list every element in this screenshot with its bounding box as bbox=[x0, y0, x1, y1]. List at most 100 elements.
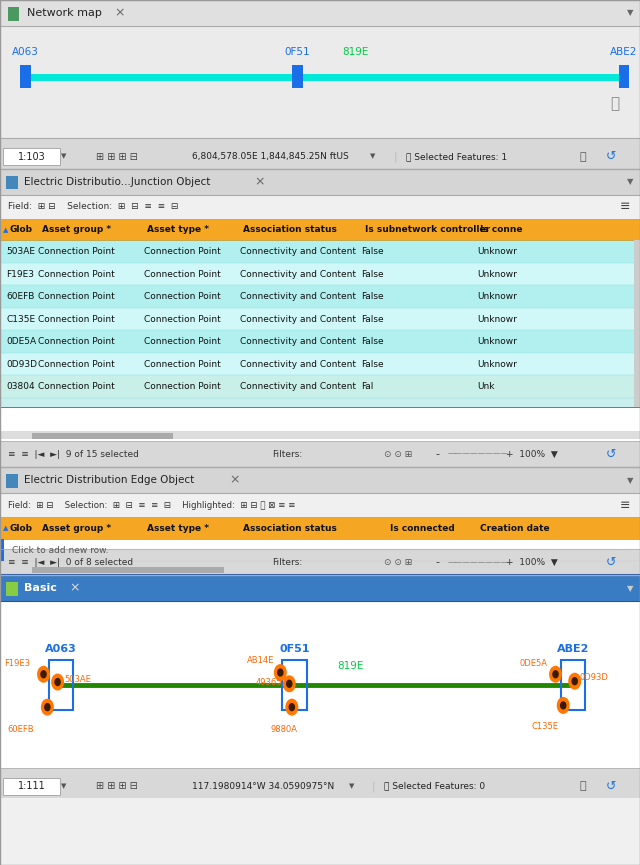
Bar bbox=[0, 493, 640, 517]
Text: 🔍 Selected Features: 0: 🔍 Selected Features: 0 bbox=[384, 782, 485, 791]
Circle shape bbox=[52, 675, 63, 690]
Text: Connection Point: Connection Point bbox=[38, 360, 115, 368]
Text: 503AE: 503AE bbox=[6, 247, 35, 256]
Text: ⊙ ⊙ ⊞: ⊙ ⊙ ⊞ bbox=[384, 450, 412, 458]
Bar bbox=[0, 240, 640, 263]
Text: 0D93D: 0D93D bbox=[6, 360, 37, 368]
Text: Creation date: Creation date bbox=[480, 523, 550, 533]
Text: ⊞ ⊞ ⊞ ⊟: ⊞ ⊞ ⊞ ⊟ bbox=[96, 781, 138, 791]
Text: ▼: ▼ bbox=[627, 9, 634, 17]
Bar bbox=[0, 0, 640, 26]
Circle shape bbox=[275, 664, 286, 680]
Text: Connectivity and Content: Connectivity and Content bbox=[240, 337, 356, 346]
Bar bbox=[0, 467, 640, 493]
Text: False: False bbox=[362, 315, 384, 324]
Text: 6,804,578.05E 1,844,845.25N ftUS: 6,804,578.05E 1,844,845.25N ftUS bbox=[192, 152, 349, 161]
Bar bbox=[0, 441, 640, 467]
Circle shape bbox=[55, 678, 60, 685]
Text: ABE2: ABE2 bbox=[611, 48, 637, 57]
Text: Click to add new row.: Click to add new row. bbox=[12, 546, 108, 554]
Text: ×: × bbox=[114, 6, 124, 20]
Bar bbox=[0, 263, 640, 285]
Text: A063: A063 bbox=[45, 644, 77, 654]
Bar bbox=[0, 353, 640, 375]
Text: F19E3: F19E3 bbox=[6, 270, 35, 279]
Text: Asset type *: Asset type * bbox=[147, 523, 209, 533]
Bar bbox=[561, 660, 585, 709]
Circle shape bbox=[572, 678, 577, 685]
Bar bbox=[0, 195, 640, 219]
Bar bbox=[0, 549, 640, 575]
Text: AB14E: AB14E bbox=[247, 656, 275, 665]
Text: ≡: ≡ bbox=[620, 200, 630, 214]
Circle shape bbox=[289, 704, 294, 711]
Text: ⏸: ⏸ bbox=[579, 151, 586, 162]
Text: ↺: ↺ bbox=[606, 447, 616, 461]
Text: Unk: Unk bbox=[477, 382, 494, 391]
Bar bbox=[292, 65, 303, 87]
Bar bbox=[0, 0, 640, 169]
Text: A063: A063 bbox=[12, 48, 39, 57]
Bar bbox=[0, 219, 640, 240]
Text: Unknowr: Unknowr bbox=[477, 337, 516, 346]
Text: Connection Point: Connection Point bbox=[38, 337, 115, 346]
Text: Connection Point: Connection Point bbox=[144, 315, 221, 324]
Text: |: | bbox=[394, 151, 397, 162]
Text: Is conne: Is conne bbox=[480, 225, 522, 234]
Text: ×: × bbox=[69, 581, 79, 595]
Text: ▼: ▼ bbox=[627, 584, 634, 593]
Text: False: False bbox=[362, 270, 384, 279]
Bar bbox=[3, 148, 60, 165]
Text: False: False bbox=[362, 292, 384, 301]
Text: Basic: Basic bbox=[24, 583, 57, 593]
Text: Asset group *: Asset group * bbox=[42, 523, 111, 533]
Text: Connection Point: Connection Point bbox=[144, 382, 221, 391]
Text: ×: × bbox=[229, 473, 239, 487]
Circle shape bbox=[287, 680, 292, 687]
Text: 503AE: 503AE bbox=[64, 675, 91, 684]
Text: Connectivity and Content: Connectivity and Content bbox=[240, 315, 356, 324]
Bar bbox=[0, 375, 640, 398]
Bar bbox=[0, 138, 640, 169]
Text: Association status: Association status bbox=[243, 225, 337, 234]
Text: ▲: ▲ bbox=[3, 227, 8, 233]
Text: Connection Point: Connection Point bbox=[144, 292, 221, 301]
Bar bbox=[0, 169, 640, 467]
Text: ⊙ ⊙ ⊞: ⊙ ⊙ ⊞ bbox=[384, 558, 412, 567]
Circle shape bbox=[284, 676, 295, 692]
Circle shape bbox=[45, 704, 50, 711]
Bar bbox=[0, 398, 640, 407]
Bar bbox=[0, 575, 640, 798]
Text: Connection Point: Connection Point bbox=[144, 360, 221, 368]
Text: 🔍 Selected Features: 1: 🔍 Selected Features: 1 bbox=[406, 152, 508, 161]
Bar bbox=[6, 176, 18, 189]
Text: ABE2: ABE2 bbox=[557, 644, 589, 654]
Text: -: - bbox=[435, 449, 439, 459]
Circle shape bbox=[41, 671, 46, 678]
Text: Field:  ⊞ ⊟    Selection:  ⊞  ⊟  ≡  ≡  ⊟    Highlighted:  ⊞ ⊟ 🔍 ⊠ ≡ ≡: Field: ⊞ ⊟ Selection: ⊞ ⊟ ≡ ≡ ⊟ Highligh… bbox=[8, 501, 295, 509]
Bar bbox=[0, 566, 640, 574]
Bar bbox=[6, 582, 18, 596]
Text: ×: × bbox=[255, 175, 265, 189]
Bar bbox=[3, 778, 60, 795]
Text: Connectivity and Content: Connectivity and Content bbox=[240, 270, 356, 279]
Text: ▲: ▲ bbox=[3, 525, 8, 531]
Text: Fal: Fal bbox=[362, 382, 374, 391]
Bar bbox=[32, 567, 224, 573]
Bar bbox=[0, 26, 640, 138]
Text: ▼: ▼ bbox=[627, 177, 634, 186]
Text: 60EFB: 60EFB bbox=[6, 292, 35, 301]
Text: 03804: 03804 bbox=[6, 382, 35, 391]
Text: 1:103: 1:103 bbox=[17, 151, 45, 162]
Bar bbox=[619, 65, 629, 87]
Text: ▼: ▼ bbox=[61, 154, 67, 159]
Text: Connection Point: Connection Point bbox=[38, 247, 115, 256]
Bar bbox=[0, 539, 4, 561]
Text: -: - bbox=[435, 557, 439, 567]
Bar bbox=[0, 431, 640, 439]
Text: Filters:: Filters: bbox=[272, 558, 302, 567]
Text: Connection Point: Connection Point bbox=[38, 382, 115, 391]
Bar bbox=[6, 474, 18, 488]
Bar bbox=[634, 240, 640, 407]
Text: Connectivity and Content: Connectivity and Content bbox=[240, 247, 356, 256]
